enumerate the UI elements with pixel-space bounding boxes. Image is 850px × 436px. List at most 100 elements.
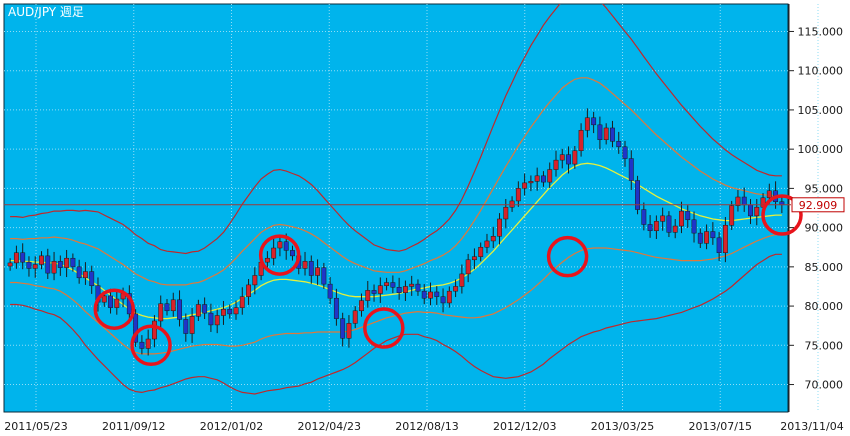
x-tick-label: 2012/12/03 <box>493 420 556 433</box>
x-tick-label: 2012/08/13 <box>395 420 458 433</box>
candle-body <box>327 283 333 299</box>
candle-body <box>39 255 44 265</box>
candle-body <box>434 291 440 297</box>
candle-body <box>465 259 471 275</box>
candle-body <box>133 313 139 343</box>
upper-inner-band <box>10 77 782 286</box>
candle-body <box>76 266 82 279</box>
candle-body <box>277 241 283 249</box>
candle-body <box>189 316 195 334</box>
candle-body <box>522 182 528 189</box>
candle-body <box>679 210 684 227</box>
candle-body <box>559 154 565 161</box>
chart-title: AUD/JPY 週足 <box>8 5 84 19</box>
candle-body <box>371 290 377 294</box>
candle-body <box>214 315 220 326</box>
candle-body <box>57 261 63 268</box>
last-price-badge: 92.909 <box>791 197 845 213</box>
candle-body <box>497 218 502 237</box>
candle-body <box>440 296 446 304</box>
candle-body <box>741 196 747 206</box>
candle-body <box>660 215 666 222</box>
candle-body <box>271 247 277 259</box>
candle-body <box>359 300 364 312</box>
y-tick-label: 90.000 <box>805 222 844 235</box>
candle-body <box>377 285 383 294</box>
candle-body <box>628 158 634 181</box>
candle-body <box>503 206 509 220</box>
x-tick-label: 2013/11/04 <box>780 420 843 433</box>
middle-band <box>10 162 782 320</box>
highlight-circle <box>258 234 301 276</box>
highlight-circles <box>93 194 803 367</box>
candle-body <box>283 241 289 251</box>
candle-body <box>340 318 346 339</box>
highlight-circle <box>761 194 803 236</box>
candle-body <box>584 117 590 131</box>
x-tick-label: 2013/03/25 <box>591 420 654 433</box>
highlight-circle <box>130 324 172 367</box>
candle-body <box>26 261 32 269</box>
candle-body <box>446 290 452 304</box>
candle-body <box>697 232 703 244</box>
candle-body <box>622 146 628 159</box>
candle-body <box>390 282 396 288</box>
y-tick-label: 80.000 <box>805 300 844 313</box>
candle-body <box>534 175 540 182</box>
candle-body <box>208 312 214 326</box>
candle-body <box>428 291 433 299</box>
candle-body <box>20 252 26 263</box>
candle-body <box>459 273 465 287</box>
highlight-circle <box>363 307 405 349</box>
candle-body <box>13 252 19 264</box>
candle-body <box>164 303 170 312</box>
candle-body <box>722 225 728 253</box>
candle-body <box>195 304 201 317</box>
candle-body <box>101 295 107 303</box>
x-tick-label: 2011/09/12 <box>102 420 165 433</box>
candle-body <box>139 341 145 349</box>
candle-body <box>766 190 772 199</box>
candle-body <box>653 221 659 232</box>
candle-body <box>396 286 402 293</box>
candle-body <box>484 240 490 248</box>
y-tick-label: 75.000 <box>805 339 844 352</box>
y-tick-label: 95.000 <box>805 182 844 195</box>
candle-body <box>635 180 641 210</box>
candle-body <box>672 225 678 233</box>
candle-body <box>89 271 95 286</box>
candle-body <box>315 267 321 276</box>
candle-body <box>252 275 258 286</box>
lower-outer-band <box>10 253 782 395</box>
upper-outer-band <box>10 4 782 255</box>
candle-body <box>233 307 239 315</box>
x-tick-label: 2012/04/23 <box>298 420 361 433</box>
candle-body <box>145 338 151 349</box>
candle-body <box>221 308 226 316</box>
last-price-label: 92.909 <box>799 199 838 212</box>
candle-body <box>453 286 459 292</box>
candle-body <box>515 188 521 202</box>
highlight-circle <box>546 235 589 278</box>
x-tick-label: 2012/01/02 <box>200 420 263 433</box>
candle-body <box>471 256 477 261</box>
candle-body <box>177 299 182 320</box>
candle-body <box>70 257 76 268</box>
candle-body <box>308 261 314 276</box>
candle-body <box>748 204 753 217</box>
candle-body <box>616 141 622 148</box>
candle-body <box>597 124 603 140</box>
candle-body <box>754 206 760 217</box>
candle-body <box>264 257 270 263</box>
candle-body <box>691 219 697 234</box>
candle-body <box>566 154 571 165</box>
candle-body <box>641 209 647 225</box>
candle-body <box>666 215 672 233</box>
candle-body <box>290 250 295 257</box>
x-tick-label: 2011/05/23 <box>4 420 67 433</box>
candle-body <box>509 200 515 208</box>
candle-body <box>572 150 578 165</box>
y-tick-label: 100.000 <box>798 143 844 156</box>
candle-body <box>365 290 371 301</box>
